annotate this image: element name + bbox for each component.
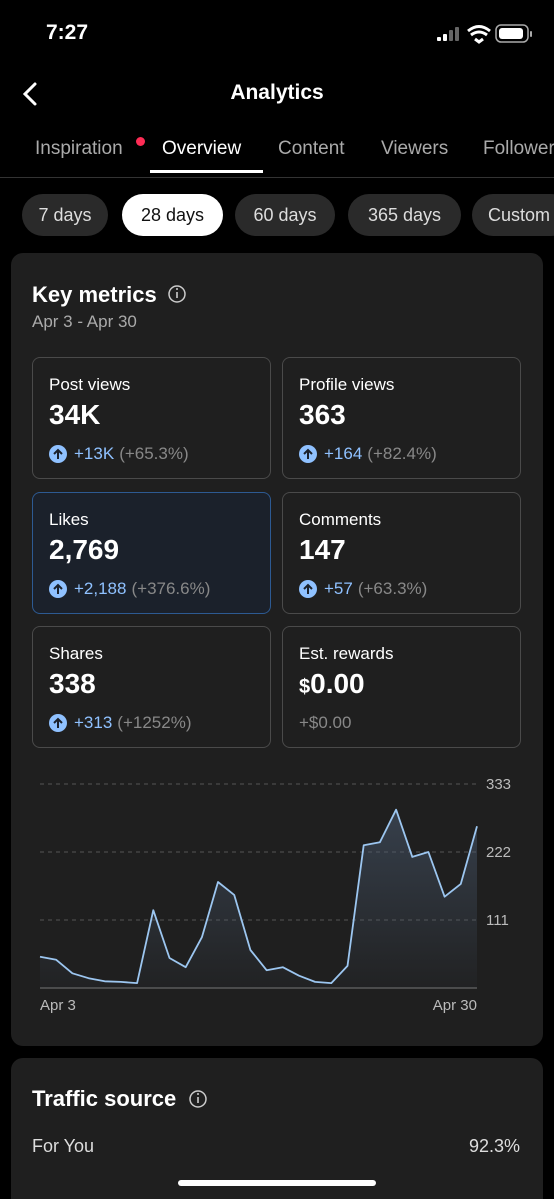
range-bar: 7 days 28 days 60 days 365 days Custom — [0, 194, 554, 236]
metric-number: 0.00 — [310, 668, 365, 699]
back-button[interactable] — [22, 82, 37, 106]
metric-label: Comments — [299, 509, 382, 529]
range-pill[interactable]: 60 days — [235, 194, 335, 236]
up-arrow-icon — [299, 445, 317, 463]
range-pill[interactable]: 7 days — [22, 194, 108, 236]
metric-value: 147 — [299, 534, 346, 566]
tab-bar: Inspiration Overview Content Viewers Followe… — [0, 137, 554, 179]
change-value: +57 — [324, 578, 353, 598]
line-series — [39, 808, 478, 984]
metric-tile[interactable]: Est. rewards $0.00 +$0.00 — [282, 626, 521, 748]
change-value: +$0.00 — [299, 713, 352, 732]
metric-label: Shares — [49, 644, 103, 663]
metric-change: +13K (+65.3%) — [49, 444, 189, 464]
metric-tile[interactable]: Post views 34K +13K (+65.3%) — [32, 357, 271, 479]
battery-icon — [495, 24, 532, 43]
metric-value: 363 — [299, 399, 346, 431]
up-arrow-icon — [299, 579, 317, 598]
home-indicator — [178, 1180, 376, 1186]
icon-arrow — [303, 448, 313, 459]
metric-change: +$0.00 — [299, 713, 351, 733]
metric-label: Profile views — [299, 375, 395, 394]
change-pct: (+1252%) — [117, 713, 192, 732]
info-icon[interactable] — [189, 1090, 207, 1108]
up-arrow-icon — [49, 579, 67, 598]
change-pct: (+82.4%) — [367, 444, 437, 463]
y-tick-label: 111 — [486, 912, 509, 929]
notification-dot — [136, 137, 145, 146]
wifi-icon — [467, 25, 491, 44]
y-tick-label: 333 — [486, 776, 511, 793]
metric-number: 2,769 — [49, 533, 120, 565]
y-tick-label: 222 — [486, 844, 511, 861]
change-value: +13K — [74, 444, 115, 463]
page-title: Analytics — [230, 81, 324, 104]
x-tick-label: Apr 3 — [40, 997, 76, 1014]
metric-value: 34K — [49, 399, 100, 431]
metric-tile[interactable]: Profile views 363 +164 (+82.4%) — [282, 357, 521, 479]
source-label: For You — [32, 1136, 95, 1156]
metric-number: 338 — [49, 668, 96, 699]
status-time: 7:27 — [46, 21, 89, 44]
change-value: +2,188 — [74, 578, 127, 598]
tab-underline[interactable] — [150, 170, 263, 173]
card-title: Traffic source — [32, 1086, 177, 1111]
tab-divider — [0, 177, 554, 178]
card-title: Key metrics — [32, 282, 157, 307]
metric-change: +2,188 (+376.6%) — [49, 579, 210, 599]
tab[interactable]: Viewers — [381, 138, 449, 159]
traffic-card: Traffic source For You 92.3% — [11, 1058, 543, 1199]
tab[interactable]: Overview — [162, 138, 242, 159]
metric-number: 363 — [299, 399, 346, 430]
info-icon[interactable] — [168, 285, 186, 303]
metric-change: +313 (+1252%) — [49, 713, 191, 733]
change-value: +164 — [324, 444, 363, 463]
currency: $ — [299, 676, 311, 698]
metric-value: $0.00 — [299, 668, 365, 700]
change-pct: (+63.3%) — [357, 578, 428, 598]
icon-arrow — [53, 448, 63, 459]
signal-icon — [437, 27, 459, 41]
up-arrow-icon — [49, 714, 67, 732]
metric-tile[interactable]: Comments 147 +57 (+63.3%) — [282, 491, 521, 614]
metric-number: 147 — [299, 533, 346, 565]
source-value: 92.3% — [468, 1136, 520, 1156]
metric-label: Likes — [49, 509, 89, 529]
metric-number: 34K — [49, 399, 101, 430]
change-pct: (+376.6%) — [131, 578, 211, 598]
up-arrow-icon — [49, 445, 67, 463]
metric-label: Post views — [49, 375, 131, 394]
change-pct: (+65.3%) — [119, 444, 189, 463]
metric-value: 338 — [49, 668, 96, 700]
icon-arrow — [303, 583, 313, 594]
metric-tile[interactable]: Shares 338 +313 (+1252%) — [32, 626, 271, 748]
metric-tile[interactable]: Likes 2,769 +2,188 (+376.6%) — [32, 491, 271, 614]
change-value: +313 — [74, 713, 113, 732]
metric-value: 2,769 — [49, 534, 119, 566]
range-pill[interactable]: 28 days — [122, 194, 223, 236]
tab[interactable]: Followers — [483, 138, 554, 159]
tab[interactable]: Content — [278, 138, 345, 159]
metric-label: Est. rewards — [299, 644, 394, 663]
icon-arrow — [53, 717, 63, 728]
metric-change: +164 (+82.4%) — [299, 444, 437, 464]
range-pill[interactable]: Custom — [472, 194, 554, 236]
range-pill[interactable]: 365 days — [348, 194, 461, 236]
x-tick-label: Apr 30 — [433, 997, 477, 1014]
tab[interactable]: Inspiration — [35, 138, 123, 159]
icon-arrow — [53, 583, 63, 594]
line-area — [40, 809, 477, 988]
date-range: Apr 3 - Apr 30 — [32, 312, 137, 331]
metric-change: +57 (+63.3%) — [299, 579, 427, 599]
